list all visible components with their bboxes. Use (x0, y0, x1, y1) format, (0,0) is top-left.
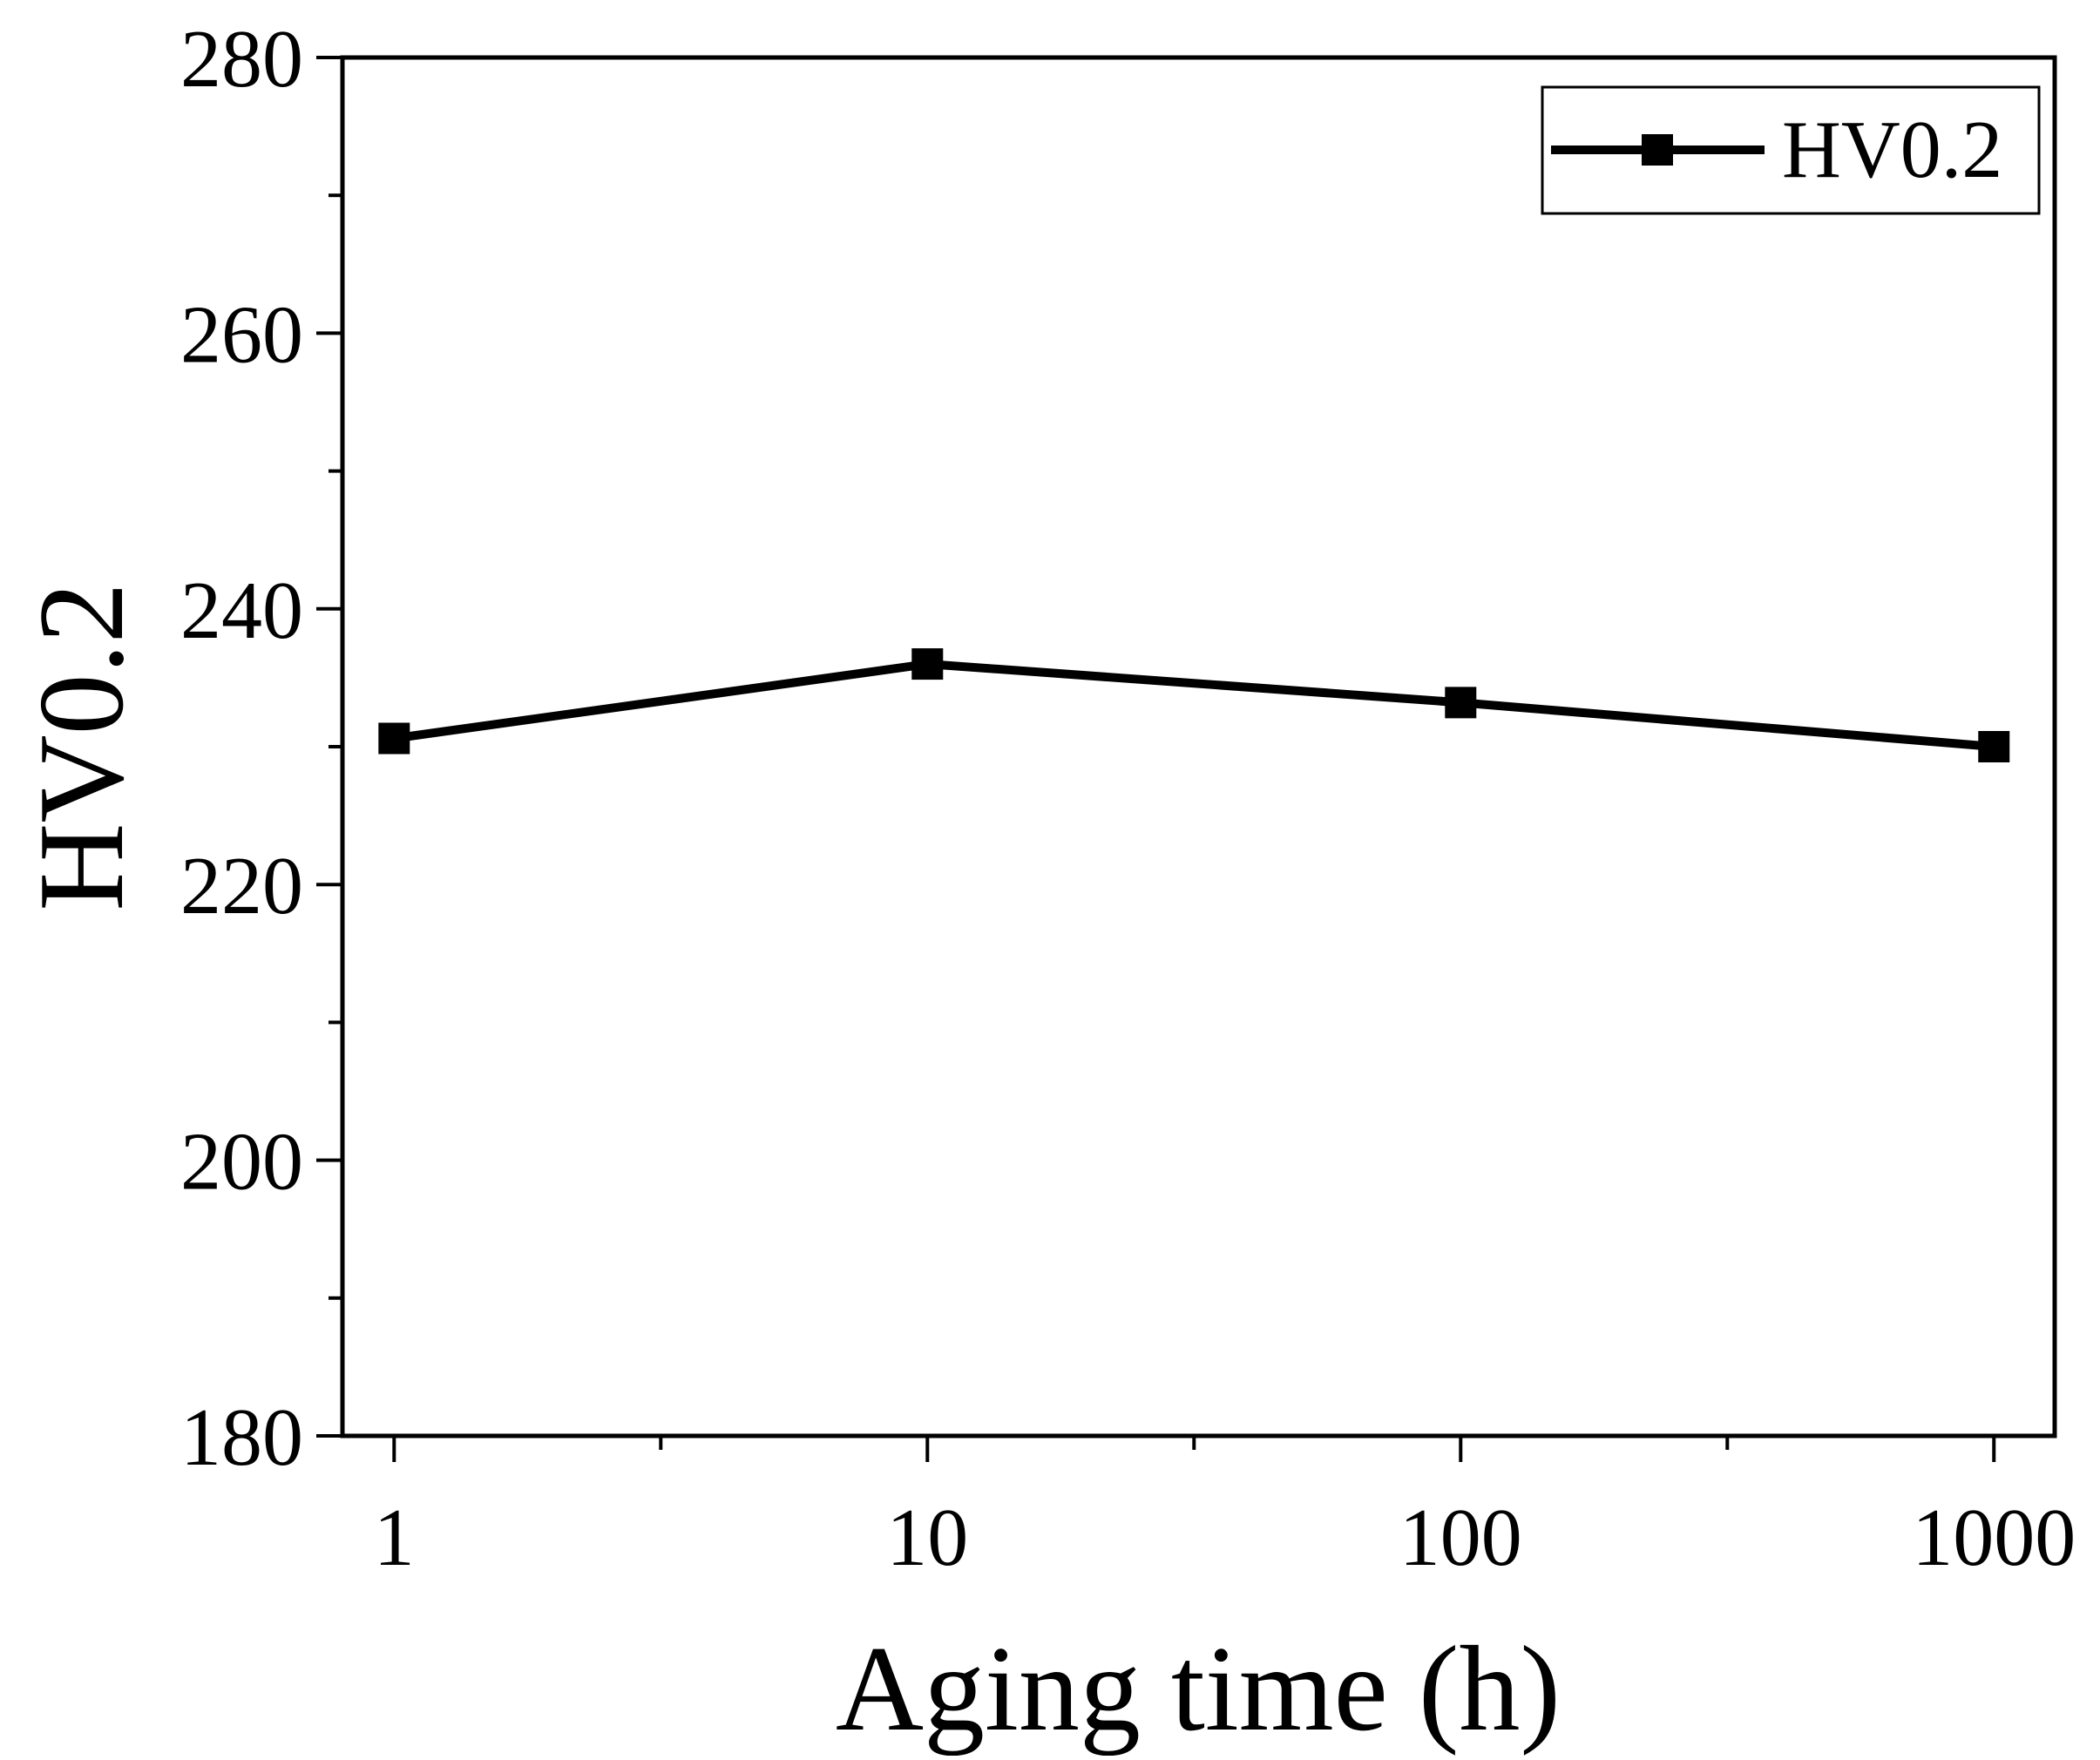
series-layer (378, 648, 2010, 762)
x-tick-label: 1 (374, 1493, 415, 1583)
data-point-marker (1978, 731, 2010, 762)
plot-area (340, 55, 2057, 1438)
y-tick-label: 240 (180, 565, 303, 656)
y-tick-label: 220 (180, 841, 303, 931)
x-tick-label: 100 (1399, 1493, 1522, 1583)
y-tick-label: 200 (180, 1117, 303, 1208)
x-axis-label: Aging time (h) (836, 1621, 1561, 1756)
legend-marker-square (1642, 134, 1673, 166)
data-point-marker (911, 648, 944, 680)
y-tick-label: 260 (180, 289, 303, 380)
x-tick-label: 1000 (1912, 1493, 2076, 1583)
data-point-marker (1445, 687, 1477, 719)
y-axis-ticks: 180 200 220 240 260 280 (180, 14, 342, 1483)
legend: HV0.2 (1541, 85, 2041, 215)
x-axis-ticks: 1 10 100 1000 (374, 1436, 2076, 1583)
y-tick-label: 180 (180, 1392, 303, 1483)
y-tick-label: 280 (180, 14, 303, 105)
legend-label: HV0.2 (1782, 105, 2002, 195)
x-tick-label: 10 (886, 1493, 968, 1583)
y-axis-label: HV0.2 (14, 582, 149, 910)
data-point-marker (378, 722, 410, 755)
series-line (393, 660, 1995, 751)
